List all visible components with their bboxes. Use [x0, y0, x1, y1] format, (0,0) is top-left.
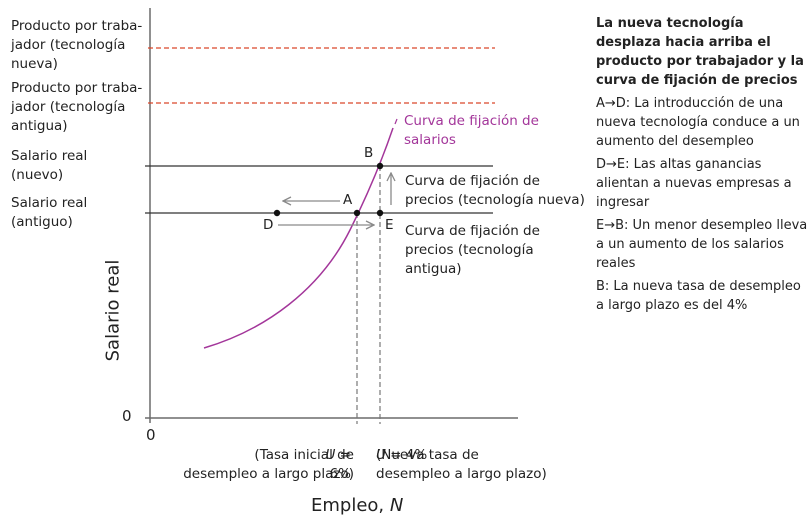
label-wage-curve: Curva de fijación de salarios	[404, 113, 539, 148]
point-d	[273, 209, 281, 217]
label-product-new: Producto por traba- jador (tecnología nu…	[11, 18, 143, 72]
u6-desc: (Tasa inicial de desempleo a largo plazo…	[183, 447, 354, 482]
step-b: B: La nueva tasa de desempleo a largo pl…	[596, 279, 801, 313]
point-label-e: E	[385, 217, 394, 233]
u4-desc: (Nueva tasa de desempleo a largo plazo)	[376, 447, 547, 482]
point-label-d: D	[263, 217, 274, 233]
point-label-a: A	[343, 192, 353, 208]
y-axis-title: Salario real	[102, 259, 124, 362]
explanation-title: La nueva tecnología desplaza hacia arrib…	[596, 16, 804, 88]
u4-value: U = 4%	[376, 447, 428, 463]
point-b	[376, 162, 384, 170]
explanation-panel: La nueva tecnología desplaza hacia arrib…	[596, 14, 808, 319]
label-price-new: Curva de fijación de precios (tecnología…	[405, 173, 585, 208]
label-wage-new: Salario real (nuevo)	[11, 148, 88, 183]
point-e	[376, 209, 384, 217]
step-d-to-e: D→E: Las altas ganancias alientan a nuev…	[596, 157, 792, 210]
x-origin-label: 0	[146, 426, 156, 444]
x-axis-title: Empleo, N	[311, 495, 404, 516]
point-label-b: B	[364, 145, 374, 161]
label-price-old: Curva de fijación de precios (tecnología…	[405, 223, 540, 277]
y-origin-label: 0	[122, 407, 132, 425]
label-wage-old: Salario real (antiguo)	[11, 195, 88, 230]
step-e-to-b: E→B: Un menor desempleo lleva a un aumen…	[596, 218, 808, 271]
u6-value: U = 6%	[325, 447, 352, 482]
point-a	[353, 209, 361, 217]
label-product-old: Producto por traba- jador (tecnología an…	[11, 80, 143, 134]
step-a-to-d: A→D: La introducción de una nueva tecnol…	[596, 96, 800, 149]
